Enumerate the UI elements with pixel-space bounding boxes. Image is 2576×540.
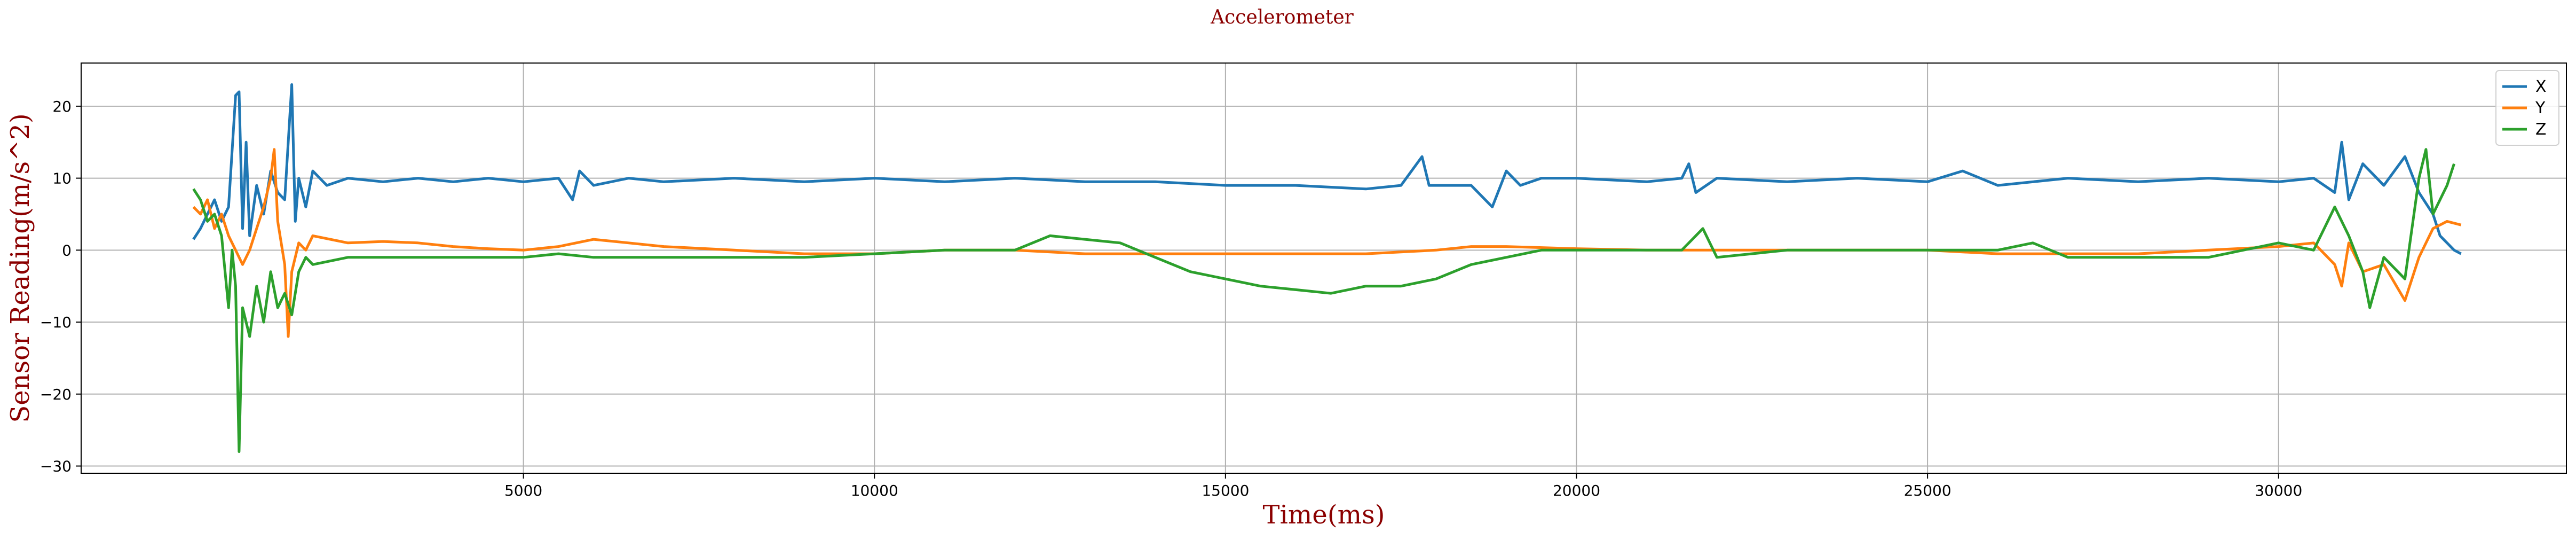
y-tick-label: 20	[52, 98, 72, 115]
series-line-z	[192, 148, 2455, 453]
x-tick-label: 15000	[1202, 482, 1249, 499]
legend-label-y: Y	[2535, 99, 2546, 118]
y-tick-label: −20	[40, 386, 72, 403]
y-tick-label: 10	[52, 170, 72, 187]
series-lines	[192, 83, 2462, 453]
legend-label-z: Z	[2535, 120, 2547, 139]
series-line-y	[192, 148, 2462, 338]
legend: XYZ	[2495, 70, 2559, 146]
plot-frame	[81, 62, 2567, 474]
series-line-x	[192, 83, 2462, 255]
axis-ticks: 5000 10000 15000 20000 25000 30000 20 10 0 −10 −20…	[40, 98, 2302, 499]
x-tick-label: 30000	[2255, 482, 2302, 499]
x-tick-label: 10000	[851, 482, 898, 499]
chart-title: Accelerometer	[1210, 6, 1354, 28]
x-tick-label: 25000	[1904, 482, 1951, 499]
legend-label-x: X	[2535, 77, 2547, 96]
x-tick-label: 5000	[504, 482, 542, 499]
y-tick-label: −30	[40, 458, 72, 475]
legend-box	[2495, 70, 2559, 146]
x-tick-label: 20000	[1553, 482, 1600, 499]
y-tick-label: 0	[62, 241, 72, 259]
grid-lines	[81, 63, 2566, 473]
y-axis-label: Sensor Reading(m/s^2)	[5, 113, 35, 422]
x-axis-label: Time(ms)	[1263, 500, 1385, 530]
y-tick-label: −10	[40, 314, 72, 331]
